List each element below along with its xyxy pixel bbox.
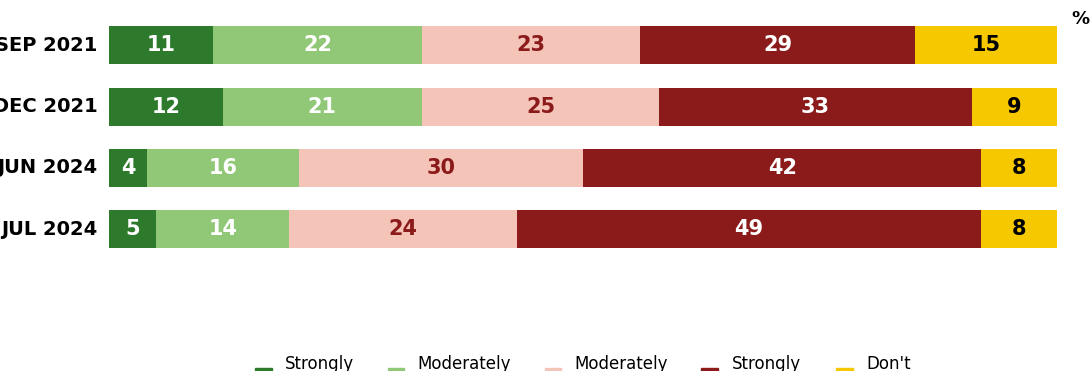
Text: 21: 21	[307, 97, 337, 116]
Legend: Strongly
agree, Moderately
agree, Moderately
disagree, Strongly
disagree, Don't
: Strongly agree, Moderately agree, Modera…	[255, 355, 911, 371]
Text: 29: 29	[763, 36, 792, 55]
Bar	[640, 26, 916, 65]
Bar	[214, 26, 422, 65]
Bar	[981, 149, 1057, 187]
Text: 8: 8	[1013, 158, 1027, 178]
Text: 4: 4	[121, 158, 135, 178]
Text: 14: 14	[208, 219, 238, 239]
Text: JUN 2024: JUN 2024	[0, 158, 98, 177]
Bar	[109, 88, 222, 126]
Text: 33: 33	[801, 97, 829, 116]
Text: 15: 15	[971, 36, 1001, 55]
Text: 42: 42	[767, 158, 797, 178]
Bar	[422, 88, 659, 126]
Bar	[517, 210, 981, 248]
Bar	[147, 149, 299, 187]
Text: 9: 9	[1007, 97, 1022, 116]
Bar	[109, 149, 147, 187]
Bar	[299, 149, 583, 187]
Text: 30: 30	[426, 158, 456, 178]
Text: 16: 16	[208, 158, 238, 178]
Text: 25: 25	[525, 97, 555, 116]
Bar	[972, 88, 1057, 126]
Bar	[583, 149, 981, 187]
Bar	[109, 26, 214, 65]
Text: 22: 22	[303, 36, 332, 55]
Text: SEP 2021: SEP 2021	[0, 36, 98, 55]
Bar	[659, 88, 972, 126]
Text: 8: 8	[1013, 219, 1027, 239]
Text: DEC 2021: DEC 2021	[0, 97, 98, 116]
Text: 49: 49	[735, 219, 764, 239]
Bar	[422, 26, 640, 65]
Text: 24: 24	[388, 219, 417, 239]
Text: 5: 5	[125, 219, 140, 239]
Bar	[289, 210, 517, 248]
Bar	[981, 210, 1057, 248]
Text: JUL 2024: JUL 2024	[1, 220, 98, 239]
Text: 11: 11	[147, 36, 175, 55]
Bar	[222, 88, 422, 126]
Text: 12: 12	[152, 97, 181, 116]
Bar	[157, 210, 289, 248]
Bar	[109, 210, 157, 248]
Text: %: %	[1071, 10, 1090, 28]
Text: 23: 23	[517, 36, 545, 55]
Bar	[916, 26, 1057, 65]
